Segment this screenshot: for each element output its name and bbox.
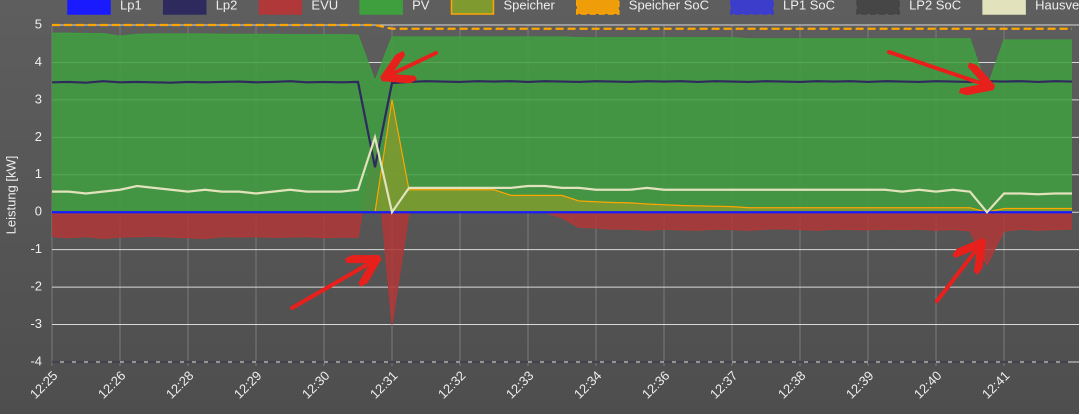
legend-swatch <box>730 0 774 15</box>
legend-label: EVU <box>311 0 338 12</box>
legend-label: Lp1 <box>120 0 142 12</box>
y-tick-label: -2 <box>30 279 42 294</box>
area-line <box>52 32 1072 91</box>
y-tick-label: 5 <box>35 16 42 31</box>
arrow <box>887 50 983 84</box>
series-line <box>52 23 1072 30</box>
arrow <box>935 249 977 303</box>
legend-label: Hausverb <box>1035 0 1079 12</box>
y-tick-label: -1 <box>30 241 42 256</box>
arrow <box>290 263 370 310</box>
y-tick-label: -3 <box>30 316 42 331</box>
y-tick-label: 2 <box>35 129 42 144</box>
series-line <box>51 80 1073 168</box>
series-line <box>52 133 1072 215</box>
legend-label: Speicher SoC <box>629 0 709 12</box>
y-tick-label: -4 <box>30 353 42 368</box>
area-fill <box>52 137 1072 325</box>
area-fill <box>52 33 1072 213</box>
legend-swatch <box>576 0 620 15</box>
area-line <box>51 137 1073 325</box>
plot <box>51 23 1073 364</box>
legend-swatch <box>258 0 303 15</box>
y-tick-label: 4 <box>35 54 42 69</box>
legend-swatch <box>450 0 495 15</box>
y-tick-label: 1 <box>35 166 42 181</box>
legend-swatch <box>856 0 900 15</box>
legend-swatch <box>67 0 111 15</box>
legend-label: PV <box>412 0 430 12</box>
legend-swatch <box>359 0 403 15</box>
annotation-arrows <box>290 50 983 310</box>
legend-label: Lp2 <box>216 0 238 12</box>
legend: Lp1 Lp2 EVU PV Speicher Speicher SoC LP1 SoC LP… <box>67 0 1079 15</box>
legend-label: LP2 SoC <box>909 0 961 12</box>
arrow <box>392 53 438 74</box>
y-axis-label: Leistung [kW] <box>3 156 18 235</box>
legend-label: LP1 SoC <box>783 0 835 12</box>
legend-swatch <box>162 0 207 15</box>
legend-label: Speicher <box>503 0 555 12</box>
legend-swatch <box>982 0 1026 15</box>
y-tick-label: 0 <box>35 204 42 219</box>
y-tick-label: 3 <box>35 91 42 106</box>
